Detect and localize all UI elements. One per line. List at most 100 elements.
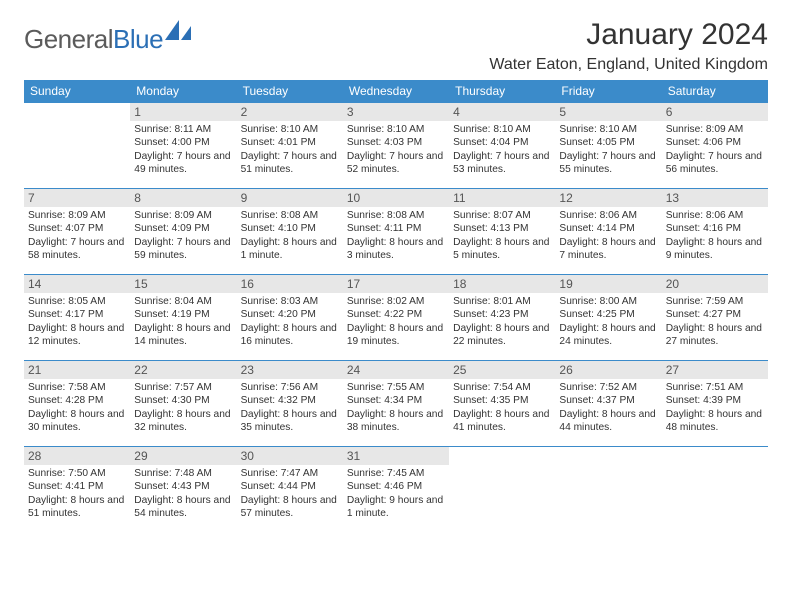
cell-inner bbox=[449, 446, 555, 532]
daylight-text: Daylight: 7 hours and 49 minutes. bbox=[134, 150, 232, 177]
day-number: 14 bbox=[24, 275, 130, 293]
day-details: Sunrise: 8:02 AMSunset: 4:22 PMDaylight:… bbox=[347, 295, 445, 349]
calendar-cell: 24Sunrise: 7:55 AMSunset: 4:34 PMDayligh… bbox=[343, 360, 449, 446]
calendar-cell: 25Sunrise: 7:54 AMSunset: 4:35 PMDayligh… bbox=[449, 360, 555, 446]
sunset-text: Sunset: 4:17 PM bbox=[28, 308, 126, 321]
sunset-text: Sunset: 4:20 PM bbox=[241, 308, 339, 321]
day-number: 29 bbox=[130, 447, 236, 465]
day-number: 11 bbox=[449, 189, 555, 207]
sunset-text: Sunset: 4:13 PM bbox=[453, 222, 551, 235]
sunrise-text: Sunrise: 8:05 AM bbox=[28, 295, 126, 308]
calendar-cell: 23 Sunrise: 7:56 AMSunset: 4:32 PMDayligh… bbox=[237, 360, 343, 446]
daylight-text: Daylight: 8 hours and 48 minutes. bbox=[666, 408, 764, 435]
sunset-text: Sunset: 4:05 PM bbox=[559, 136, 657, 149]
sunset-text: Sunset: 4:19 PM bbox=[134, 308, 232, 321]
sunrise-text: Sunrise: 8:01 AM bbox=[453, 295, 551, 308]
calendar-cell bbox=[24, 102, 130, 188]
cell-inner: 10Sunrise: 8:08 AMSunset: 4:11 PMDayligh… bbox=[343, 188, 449, 274]
calendar-cell: 26Sunrise: 7:52 AMSunset: 4:37 PMDayligh… bbox=[555, 360, 661, 446]
sunset-text: Sunset: 4:44 PM bbox=[241, 480, 339, 493]
sunrise-text: Sunrise: 8:11 AM bbox=[134, 123, 232, 136]
calendar-cell: 10Sunrise: 8:08 AMSunset: 4:11 PMDayligh… bbox=[343, 188, 449, 274]
daylight-text: Daylight: 7 hours and 52 minutes. bbox=[347, 150, 445, 177]
cell-inner: 16Sunrise: 8:03 AMSunset: 4:20 PMDayligh… bbox=[237, 274, 343, 360]
sunrise-text: Sunrise: 8:09 AM bbox=[134, 209, 232, 222]
location-text: Water Eaton, England, United Kingdom bbox=[489, 56, 768, 74]
calendar-cell: 27Sunrise: 7:51 AMSunset: 4:39 PMDayligh… bbox=[662, 360, 768, 446]
day-number: 10 bbox=[343, 189, 449, 207]
day-number: 12 bbox=[555, 189, 661, 207]
brand-logo: GeneralBlue bbox=[24, 18, 193, 55]
sunset-text: Sunset: 4:27 PM bbox=[666, 308, 764, 321]
day-number: 28 bbox=[24, 447, 130, 465]
sunset-text: Sunset: 4:23 PM bbox=[453, 308, 551, 321]
calendar-cell: 19Sunrise: 8:00 AMSunset: 4:25 PMDayligh… bbox=[555, 274, 661, 360]
cell-inner: 15Sunrise: 8:04 AMSunset: 4:19 PMDayligh… bbox=[130, 274, 236, 360]
page-header: GeneralBlue January 2024 Water Eaton, En… bbox=[24, 18, 768, 74]
weekday-header: Wednesday bbox=[343, 80, 449, 102]
calendar-cell: 21Sunrise: 7:58 AMSunset: 4:28 PMDayligh… bbox=[24, 360, 130, 446]
calendar-table: SundayMondayTuesdayWednesdayThursdayFrid… bbox=[24, 80, 768, 532]
daylight-text: Daylight: 8 hours and 24 minutes. bbox=[559, 322, 657, 349]
calendar-week-row: 28 Sunrise: 7:50 AMSunset: 4:41 PMDayligh… bbox=[24, 446, 768, 532]
day-details: Sunrise: 8:06 AMSunset: 4:16 PMDaylight:… bbox=[666, 209, 764, 263]
cell-inner: 6Sunrise: 8:09 AMSunset: 4:06 PMDaylight… bbox=[662, 102, 768, 188]
day-details: Sunrise: 8:09 AMSunset: 4:09 PMDaylight:… bbox=[134, 209, 232, 263]
cell-inner: 4Sunrise: 8:10 AMSunset: 4:04 PMDaylight… bbox=[449, 102, 555, 188]
sunrise-text: Sunrise: 7:50 AM bbox=[28, 467, 126, 480]
calendar-cell: 4Sunrise: 8:10 AMSunset: 4:04 PMDaylight… bbox=[449, 102, 555, 188]
sunrise-text: Sunrise: 8:10 AM bbox=[559, 123, 657, 136]
sunset-text: Sunset: 4:39 PM bbox=[666, 394, 764, 407]
sunset-text: Sunset: 4:04 PM bbox=[453, 136, 551, 149]
sunrise-text: Sunrise: 8:02 AM bbox=[347, 295, 445, 308]
day-details: Sunrise: 7:47 AMSunset: 4:44 PMDaylight:… bbox=[241, 467, 339, 521]
day-number: 22 bbox=[130, 361, 236, 379]
calendar-cell: 13Sunrise: 8:06 AMSunset: 4:16 PMDayligh… bbox=[662, 188, 768, 274]
day-details: Sunrise: 7:50 AMSunset: 4:41 PMDaylight:… bbox=[28, 467, 126, 521]
sunrise-text: Sunrise: 8:08 AM bbox=[241, 209, 339, 222]
calendar-cell: 18Sunrise: 8:01 AMSunset: 4:23 PMDayligh… bbox=[449, 274, 555, 360]
cell-inner: 21Sunrise: 7:58 AMSunset: 4:28 PMDayligh… bbox=[24, 360, 130, 446]
day-number: 23 bbox=[237, 361, 343, 379]
day-details: Sunrise: 8:04 AMSunset: 4:19 PMDaylight:… bbox=[134, 295, 232, 349]
sunrise-text: Sunrise: 7:59 AM bbox=[666, 295, 764, 308]
day-details: Sunrise: 7:56 AMSunset: 4:32 PMDaylight:… bbox=[241, 381, 339, 435]
daylight-text: Daylight: 8 hours and 7 minutes. bbox=[559, 236, 657, 263]
sunrise-text: Sunrise: 7:52 AM bbox=[559, 381, 657, 394]
daylight-text: Daylight: 8 hours and 1 minute. bbox=[241, 236, 339, 263]
calendar-cell bbox=[662, 446, 768, 532]
calendar-cell bbox=[449, 446, 555, 532]
cell-inner: 29Sunrise: 7:48 AMSunset: 4:43 PMDayligh… bbox=[130, 446, 236, 532]
daylight-text: Daylight: 8 hours and 30 minutes. bbox=[28, 408, 126, 435]
daylight-text: Daylight: 8 hours and 19 minutes. bbox=[347, 322, 445, 349]
month-title: January 2024 bbox=[489, 18, 768, 52]
daylight-text: Daylight: 8 hours and 14 minutes. bbox=[134, 322, 232, 349]
day-number: 2 bbox=[237, 103, 343, 121]
day-details: Sunrise: 8:08 AMSunset: 4:10 PMDaylight:… bbox=[241, 209, 339, 263]
calendar-cell: 1Sunrise: 8:11 AMSunset: 4:00 PMDaylight… bbox=[130, 102, 236, 188]
day-number: 31 bbox=[343, 447, 449, 465]
day-number: 5 bbox=[555, 103, 661, 121]
daylight-text: Daylight: 8 hours and 5 minutes. bbox=[453, 236, 551, 263]
sunrise-text: Sunrise: 8:06 AM bbox=[666, 209, 764, 222]
cell-inner: 28 Sunrise: 7:50 AMSunset: 4:41 PMDayligh… bbox=[24, 446, 130, 532]
cell-inner: 8Sunrise: 8:09 AMSunset: 4:09 PMDaylight… bbox=[130, 188, 236, 274]
sunrise-text: Sunrise: 7:58 AM bbox=[28, 381, 126, 394]
calendar-cell: 8Sunrise: 8:09 AMSunset: 4:09 PMDaylight… bbox=[130, 188, 236, 274]
daylight-text: Daylight: 8 hours and 22 minutes. bbox=[453, 322, 551, 349]
sunset-text: Sunset: 4:34 PM bbox=[347, 394, 445, 407]
calendar-cell: 31Sunrise: 7:45 AMSunset: 4:46 PMDayligh… bbox=[343, 446, 449, 532]
daylight-text: Daylight: 8 hours and 41 minutes. bbox=[453, 408, 551, 435]
brand-name: GeneralBlue bbox=[24, 24, 163, 55]
calendar-cell: 14Sunrise: 8:05 AMSunset: 4:17 PMDayligh… bbox=[24, 274, 130, 360]
calendar-cell: 28 Sunrise: 7:50 AMSunset: 4:41 PMDayligh… bbox=[24, 446, 130, 532]
calendar-cell: 11Sunrise: 8:07 AMSunset: 4:13 PMDayligh… bbox=[449, 188, 555, 274]
sunrise-text: Sunrise: 7:48 AM bbox=[134, 467, 232, 480]
sunset-text: Sunset: 4:30 PM bbox=[134, 394, 232, 407]
daylight-text: Daylight: 8 hours and 9 minutes. bbox=[666, 236, 764, 263]
brand-part2: Blue bbox=[113, 24, 163, 54]
calendar-cell: 22Sunrise: 7:57 AMSunset: 4:30 PMDayligh… bbox=[130, 360, 236, 446]
sunset-text: Sunset: 4:35 PM bbox=[453, 394, 551, 407]
cell-inner: 30Sunrise: 7:47 AMSunset: 4:44 PMDayligh… bbox=[237, 446, 343, 532]
cell-inner: 11Sunrise: 8:07 AMSunset: 4:13 PMDayligh… bbox=[449, 188, 555, 274]
